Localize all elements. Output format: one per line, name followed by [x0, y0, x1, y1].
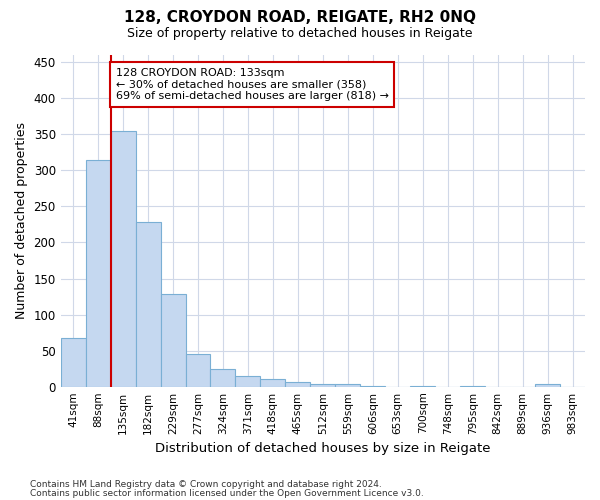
Text: 128, CROYDON ROAD, REIGATE, RH2 0NQ: 128, CROYDON ROAD, REIGATE, RH2 0NQ	[124, 10, 476, 25]
Bar	[110, 132, 136, 386]
Bar	[235, 376, 260, 386]
Bar	[286, 382, 310, 386]
Bar	[86, 160, 110, 386]
Bar	[161, 294, 185, 386]
X-axis label: Distribution of detached houses by size in Reigate: Distribution of detached houses by size …	[155, 442, 491, 455]
Text: Contains public sector information licensed under the Open Government Licence v3: Contains public sector information licen…	[30, 489, 424, 498]
Bar	[136, 222, 161, 386]
Bar	[61, 338, 86, 386]
Y-axis label: Number of detached properties: Number of detached properties	[15, 122, 28, 320]
Bar	[260, 380, 286, 386]
Text: Size of property relative to detached houses in Reigate: Size of property relative to detached ho…	[127, 28, 473, 40]
Bar	[335, 384, 360, 386]
Bar	[535, 384, 560, 386]
Text: Contains HM Land Registry data © Crown copyright and database right 2024.: Contains HM Land Registry data © Crown c…	[30, 480, 382, 489]
Bar	[185, 354, 211, 386]
Bar	[310, 384, 335, 386]
Bar	[211, 370, 235, 386]
Text: 128 CROYDON ROAD: 133sqm
← 30% of detached houses are smaller (358)
69% of semi-: 128 CROYDON ROAD: 133sqm ← 30% of detach…	[116, 68, 389, 101]
